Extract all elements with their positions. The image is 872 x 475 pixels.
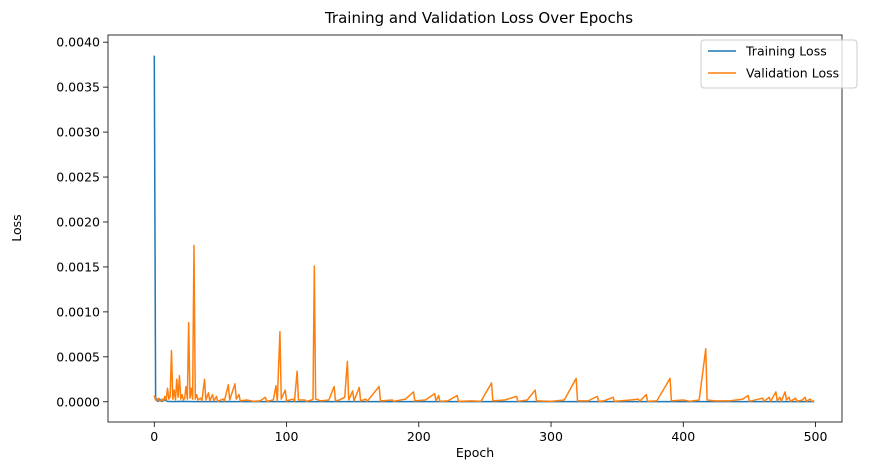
chart-title: Training and Validation Loss Over Epochs: [324, 9, 633, 27]
plot-area: [107, 34, 843, 423]
y-tick-label: 0.0015: [56, 259, 100, 274]
y-tick-label: 0.0040: [56, 35, 100, 50]
y-tick-label: 0.0000: [56, 394, 100, 409]
x-axis-ticks: 0 100 200 300 400 500: [150, 422, 828, 444]
y-tick-label: 0.0020: [56, 214, 100, 229]
legend-label-validation-loss: Validation Loss: [746, 66, 839, 81]
x-tick-label: 400: [671, 429, 695, 444]
legend-label-training-loss: Training Loss: [745, 44, 827, 59]
x-axis-label: Epoch: [456, 445, 494, 460]
y-tick-label: 0.0025: [56, 170, 100, 185]
series-line-validation-loss: [153, 244, 815, 403]
series-layer: [153, 55, 815, 403]
axes-frame: [107, 34, 843, 423]
x-tick-label: 200: [407, 429, 431, 444]
y-axis-ticks: 0.0000 0.0005 0.0010 0.0015 0.0020 0.0025 0.00…: [56, 35, 108, 409]
x-tick-label: 100: [275, 429, 299, 444]
legend: Training Loss Validation Loss: [700, 39, 858, 89]
legend-box: [700, 39, 858, 89]
y-tick-label: 0.0030: [56, 125, 100, 140]
y-tick-label: 0.0010: [56, 304, 100, 319]
x-tick-label: 0: [150, 429, 158, 444]
y-tick-label: 0.0005: [56, 349, 100, 364]
y-axis-label: Loss: [9, 214, 24, 241]
x-tick-label: 500: [804, 429, 828, 444]
y-tick-label: 0.0035: [56, 80, 100, 95]
x-tick-label: 300: [539, 429, 563, 444]
